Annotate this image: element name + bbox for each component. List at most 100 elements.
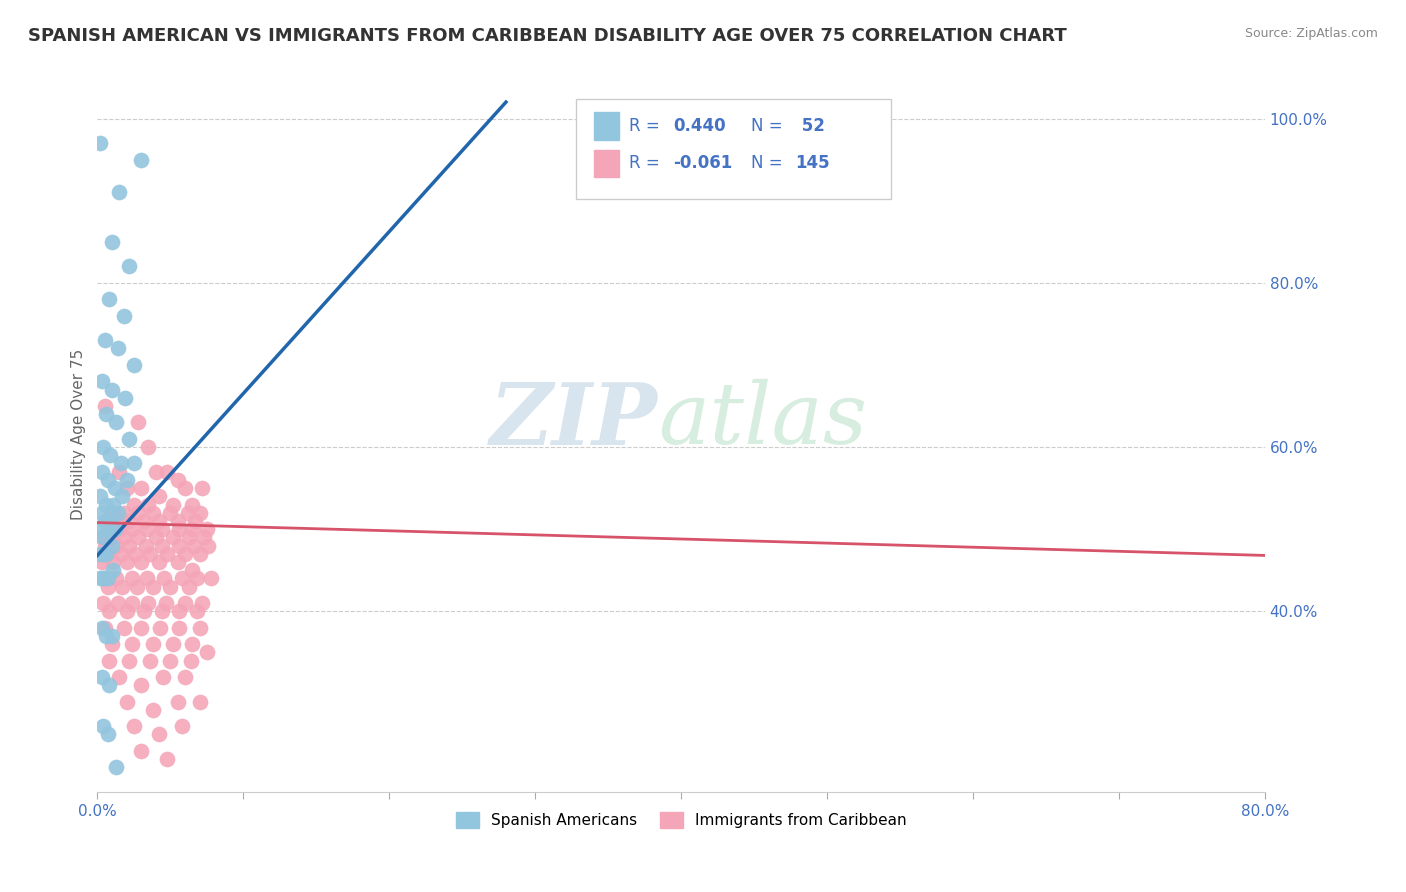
Point bbox=[115, 555, 138, 569]
Point bbox=[174, 481, 197, 495]
Point bbox=[188, 695, 211, 709]
Point bbox=[105, 760, 128, 774]
Point bbox=[145, 465, 167, 479]
Point bbox=[110, 457, 132, 471]
Point bbox=[121, 637, 143, 651]
Point bbox=[105, 514, 128, 528]
Point bbox=[103, 498, 125, 512]
Point bbox=[110, 547, 132, 561]
Point bbox=[152, 670, 174, 684]
Point bbox=[112, 621, 135, 635]
Point bbox=[93, 621, 115, 635]
Point bbox=[129, 555, 152, 569]
Point bbox=[129, 744, 152, 758]
Point bbox=[101, 383, 124, 397]
Point bbox=[138, 440, 160, 454]
Point bbox=[103, 563, 125, 577]
Point bbox=[148, 489, 170, 503]
Point bbox=[107, 342, 129, 356]
Point bbox=[162, 637, 184, 651]
Point bbox=[177, 506, 200, 520]
Point bbox=[101, 235, 124, 249]
Point bbox=[153, 571, 176, 585]
Point bbox=[103, 555, 125, 569]
Point bbox=[107, 596, 129, 610]
Point bbox=[193, 530, 215, 544]
Point bbox=[142, 506, 165, 520]
Point bbox=[111, 580, 134, 594]
Point bbox=[94, 629, 117, 643]
Point bbox=[118, 514, 141, 528]
Point bbox=[97, 547, 120, 561]
Point bbox=[150, 522, 173, 536]
Point bbox=[195, 522, 218, 536]
Point bbox=[90, 465, 112, 479]
Point bbox=[167, 604, 190, 618]
Text: atlas: atlas bbox=[658, 379, 868, 462]
Point bbox=[100, 514, 122, 528]
Point bbox=[104, 522, 127, 536]
FancyBboxPatch shape bbox=[593, 112, 619, 140]
Point bbox=[142, 580, 165, 594]
Legend: Spanish Americans, Immigrants from Caribbean: Spanish Americans, Immigrants from Carib… bbox=[450, 806, 912, 834]
Point bbox=[118, 432, 141, 446]
Text: SPANISH AMERICAN VS IMMIGRANTS FROM CARIBBEAN DISABILITY AGE OVER 75 CORRELATION: SPANISH AMERICAN VS IMMIGRANTS FROM CARI… bbox=[28, 27, 1067, 45]
Point bbox=[166, 695, 188, 709]
Point bbox=[98, 654, 121, 668]
Point bbox=[186, 604, 208, 618]
Point bbox=[127, 506, 149, 520]
Point bbox=[101, 629, 124, 643]
Point bbox=[121, 522, 143, 536]
Point bbox=[89, 571, 111, 585]
Point bbox=[142, 637, 165, 651]
Point bbox=[174, 670, 197, 684]
Point bbox=[118, 260, 141, 274]
Point bbox=[166, 555, 188, 569]
Point bbox=[105, 571, 128, 585]
Point bbox=[148, 727, 170, 741]
Point bbox=[148, 555, 170, 569]
Point bbox=[129, 153, 152, 167]
Point bbox=[122, 358, 145, 372]
Point bbox=[132, 514, 155, 528]
Point bbox=[112, 530, 135, 544]
Point bbox=[188, 547, 211, 561]
Point bbox=[197, 539, 219, 553]
Point bbox=[122, 719, 145, 733]
Point bbox=[93, 514, 115, 528]
FancyBboxPatch shape bbox=[593, 150, 619, 177]
Point bbox=[138, 498, 160, 512]
Point bbox=[170, 719, 193, 733]
Point bbox=[94, 498, 117, 512]
Point bbox=[118, 654, 141, 668]
Y-axis label: Disability Age Over 75: Disability Age Over 75 bbox=[72, 349, 86, 520]
Point bbox=[129, 621, 152, 635]
Point bbox=[127, 416, 149, 430]
Point bbox=[167, 522, 190, 536]
Point bbox=[122, 498, 145, 512]
Point bbox=[149, 621, 172, 635]
Point bbox=[125, 580, 148, 594]
Point bbox=[93, 571, 115, 585]
Point bbox=[93, 514, 115, 528]
Point bbox=[150, 539, 173, 553]
Point bbox=[89, 136, 111, 150]
Text: -0.061: -0.061 bbox=[673, 154, 733, 172]
Point bbox=[195, 645, 218, 659]
Point bbox=[166, 473, 188, 487]
Point bbox=[94, 547, 117, 561]
Point bbox=[162, 498, 184, 512]
Point bbox=[108, 522, 131, 536]
Point bbox=[139, 547, 162, 561]
Point bbox=[188, 506, 211, 520]
Point bbox=[112, 309, 135, 323]
Point bbox=[127, 530, 149, 544]
Point bbox=[100, 448, 122, 462]
Point bbox=[181, 637, 204, 651]
Point bbox=[107, 506, 129, 520]
Point bbox=[136, 522, 159, 536]
Point bbox=[90, 621, 112, 635]
Point bbox=[138, 596, 160, 610]
Point bbox=[121, 596, 143, 610]
Point bbox=[156, 752, 179, 766]
